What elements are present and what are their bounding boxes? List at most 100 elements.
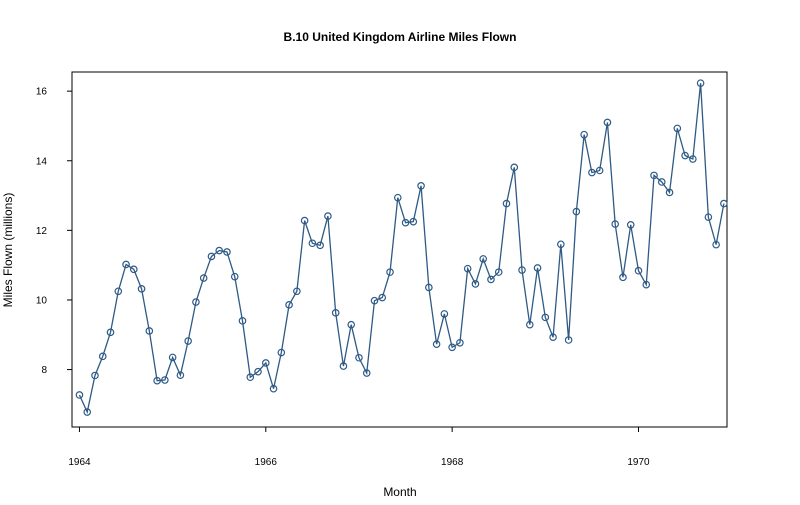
data-point (564, 336, 573, 344)
data-point (657, 178, 666, 186)
data-point (91, 371, 99, 380)
series-line (78, 83, 725, 415)
data-point (207, 252, 216, 261)
data-point (673, 124, 682, 133)
data-point (393, 193, 402, 202)
data-point (130, 265, 138, 274)
data-point (355, 353, 363, 362)
data-point (285, 301, 293, 309)
data-point (153, 376, 161, 385)
data-point (557, 240, 565, 249)
data-point (704, 213, 713, 221)
chart-title: B.10 United Kingdom Airline Miles Flown (284, 30, 517, 44)
data-point (254, 367, 262, 376)
x-tick-label: 1970 (627, 457, 650, 468)
y-tick-label: 12 (36, 226, 48, 237)
data-point (510, 163, 519, 172)
y-tick-label: 10 (36, 295, 48, 306)
data-point (611, 220, 619, 228)
data-point (502, 199, 511, 208)
data-point (223, 248, 231, 256)
data-point (199, 274, 208, 282)
data-point (689, 155, 697, 163)
data-point (487, 275, 495, 284)
data-point (106, 328, 115, 337)
x-tick-label: 1966 (255, 457, 278, 468)
data-point (386, 268, 394, 276)
data-point (238, 317, 247, 325)
y-tick-label: 16 (36, 87, 48, 98)
x-tick-label: 1964 (68, 457, 91, 468)
data-point (650, 171, 658, 180)
data-point (145, 327, 154, 335)
data-point (347, 320, 356, 329)
data-point (261, 359, 270, 367)
data-point (425, 283, 433, 292)
data-point (215, 246, 224, 255)
data-point (603, 118, 612, 127)
x-axis-label: Month (383, 485, 416, 499)
y-tick-label: 14 (36, 156, 48, 167)
data-point (479, 255, 488, 263)
data-point (642, 280, 651, 289)
data-point (339, 362, 348, 370)
data-point (681, 151, 689, 160)
data-point (331, 309, 340, 317)
data-point (417, 182, 425, 190)
y-tick-label: 8 (41, 365, 47, 376)
data-point (161, 376, 169, 384)
data-point (572, 207, 581, 216)
data-point (626, 220, 635, 229)
y-axis: 8 10 12 14 16 (36, 87, 72, 376)
data-point (370, 296, 379, 305)
data-point (494, 268, 503, 276)
data-point (137, 285, 146, 293)
data-point (712, 240, 720, 249)
data-point (277, 348, 286, 357)
data-point (324, 212, 332, 220)
data-point (269, 384, 278, 393)
data-point (634, 266, 643, 275)
data-point (409, 217, 418, 226)
data-point (168, 353, 177, 362)
data-point (518, 266, 526, 274)
data-point (525, 320, 534, 329)
data-point (720, 199, 728, 208)
data-point (316, 241, 324, 250)
data-point (580, 130, 588, 139)
data-point (192, 298, 200, 306)
data-point (184, 337, 192, 345)
x-tick-label: 1968 (441, 457, 464, 468)
data-point (533, 264, 542, 272)
data-point (471, 280, 480, 288)
data-point (98, 352, 107, 361)
data-point (308, 239, 317, 248)
data-point (293, 287, 301, 296)
data-point (401, 218, 410, 227)
data-point (83, 408, 92, 416)
series-layer (75, 79, 728, 416)
data-point (176, 371, 185, 379)
x-axis: 1964 1966 1968 1970 (68, 427, 650, 468)
data-point (463, 264, 472, 273)
y-axis-label: Miles Flown (millions) (1, 193, 15, 308)
data-point (665, 188, 674, 197)
data-point (549, 333, 557, 342)
data-point (588, 168, 596, 177)
plot-frame (71, 71, 728, 428)
data-point (448, 343, 456, 352)
data-point (362, 369, 371, 377)
data-point (122, 260, 130, 269)
data-point (440, 310, 449, 318)
data-point (595, 166, 604, 175)
data-point (246, 373, 255, 382)
data-point (378, 293, 387, 302)
data-point (300, 216, 309, 225)
data-point (619, 273, 627, 282)
data-point (696, 79, 705, 87)
data-point (432, 340, 441, 348)
data-point (456, 338, 464, 347)
data-point (230, 272, 239, 281)
